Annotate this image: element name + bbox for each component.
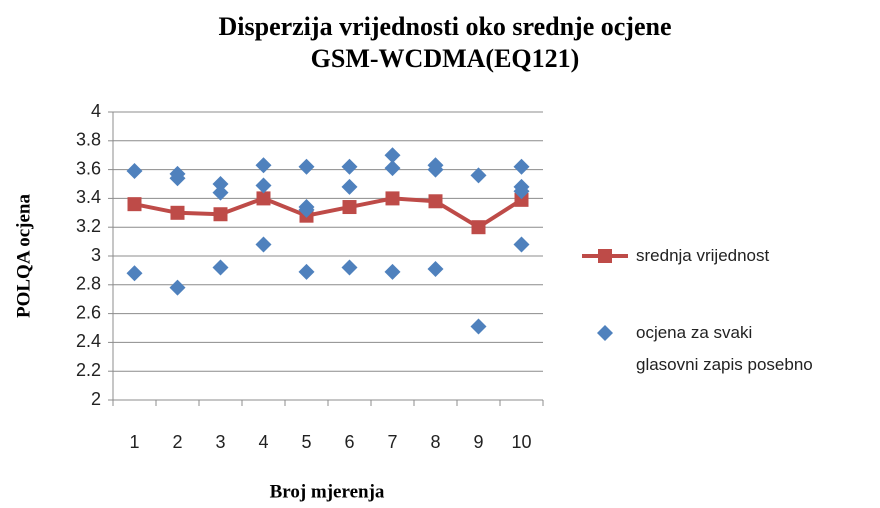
scatter-point — [255, 157, 272, 174]
y-tick-label: 2.6 — [76, 302, 101, 322]
scatter-point — [298, 158, 315, 175]
line-marker — [170, 205, 185, 220]
legend-label: srednja vrijednost — [636, 246, 770, 265]
scatter-point — [212, 259, 229, 276]
x-tick-label: 2 — [172, 432, 182, 452]
scatter-point — [384, 147, 401, 164]
chart-subtitle: GSM-WCDMA(EQ121) — [311, 44, 580, 73]
x-tick-label: 4 — [258, 432, 268, 452]
y-tick-label: 3.2 — [76, 216, 101, 236]
scatter-point — [513, 183, 530, 200]
chart-title: Disperzija vrijednosti oko srednje ocjen… — [218, 12, 671, 41]
scatter-point — [513, 236, 530, 253]
x-tick-label: 7 — [387, 432, 397, 452]
series-line — [134, 196, 523, 230]
scatter-point — [126, 163, 143, 180]
scatter-point — [169, 279, 186, 296]
scatter-point — [427, 260, 444, 277]
line-marker — [514, 192, 529, 207]
scatter-point — [470, 318, 487, 335]
line-marker — [213, 207, 228, 222]
line-marker — [428, 194, 443, 209]
y-tick-label: 2.8 — [76, 274, 101, 294]
scatter-point — [255, 177, 272, 194]
x-tick-label: 9 — [473, 432, 483, 452]
scatter-point — [470, 167, 487, 184]
scatter-point — [255, 236, 272, 253]
y-tick-label: 3 — [91, 245, 101, 265]
x-tick-label: 8 — [430, 432, 440, 452]
line-marker — [127, 197, 142, 212]
y-tick-label: 4 — [91, 101, 101, 121]
x-axis-label: Broj mjerenja — [270, 481, 385, 502]
line-marker — [471, 220, 486, 235]
scatter-point — [384, 263, 401, 280]
legend-marker — [598, 249, 612, 263]
line-marker — [342, 200, 357, 215]
scatter-point — [341, 178, 358, 195]
scatter-point — [341, 158, 358, 175]
scatter-point — [427, 161, 444, 178]
legend-entry: ocjena za svaki glasovni zapis posebno — [636, 323, 813, 374]
line-marker — [385, 191, 400, 206]
x-tick-label: 6 — [344, 432, 354, 452]
legend-entry: srednja vrijednost — [636, 246, 770, 265]
x-tick-label: 10 — [511, 432, 531, 452]
x-tick-label: 5 — [301, 432, 311, 452]
x-tick-label: 1 — [129, 432, 139, 452]
y-tick-label: 3.8 — [76, 130, 101, 150]
scatter-point — [126, 265, 143, 282]
y-tick-label: 2 — [91, 389, 101, 409]
y-axis-label: POLQA ocjena — [13, 193, 34, 318]
legend-marker — [597, 325, 613, 341]
line-marker — [256, 191, 271, 206]
scatter-point — [384, 160, 401, 177]
scatter-point — [341, 259, 358, 276]
legend-label: ocjena za svaki glasovni zapis posebno — [636, 323, 813, 374]
scatter-point — [169, 170, 186, 187]
scatter-point — [298, 263, 315, 280]
x-tick-label: 3 — [215, 432, 225, 452]
scatter-point — [212, 184, 229, 201]
scatter-point — [212, 176, 229, 192]
y-tick-label: 3.4 — [76, 187, 101, 207]
y-tick-label: 3.6 — [76, 158, 101, 178]
scatter-point — [513, 158, 530, 175]
scatter-point — [298, 201, 315, 218]
y-tick-label: 2.4 — [76, 331, 101, 351]
y-tick-label: 2.2 — [76, 360, 101, 380]
